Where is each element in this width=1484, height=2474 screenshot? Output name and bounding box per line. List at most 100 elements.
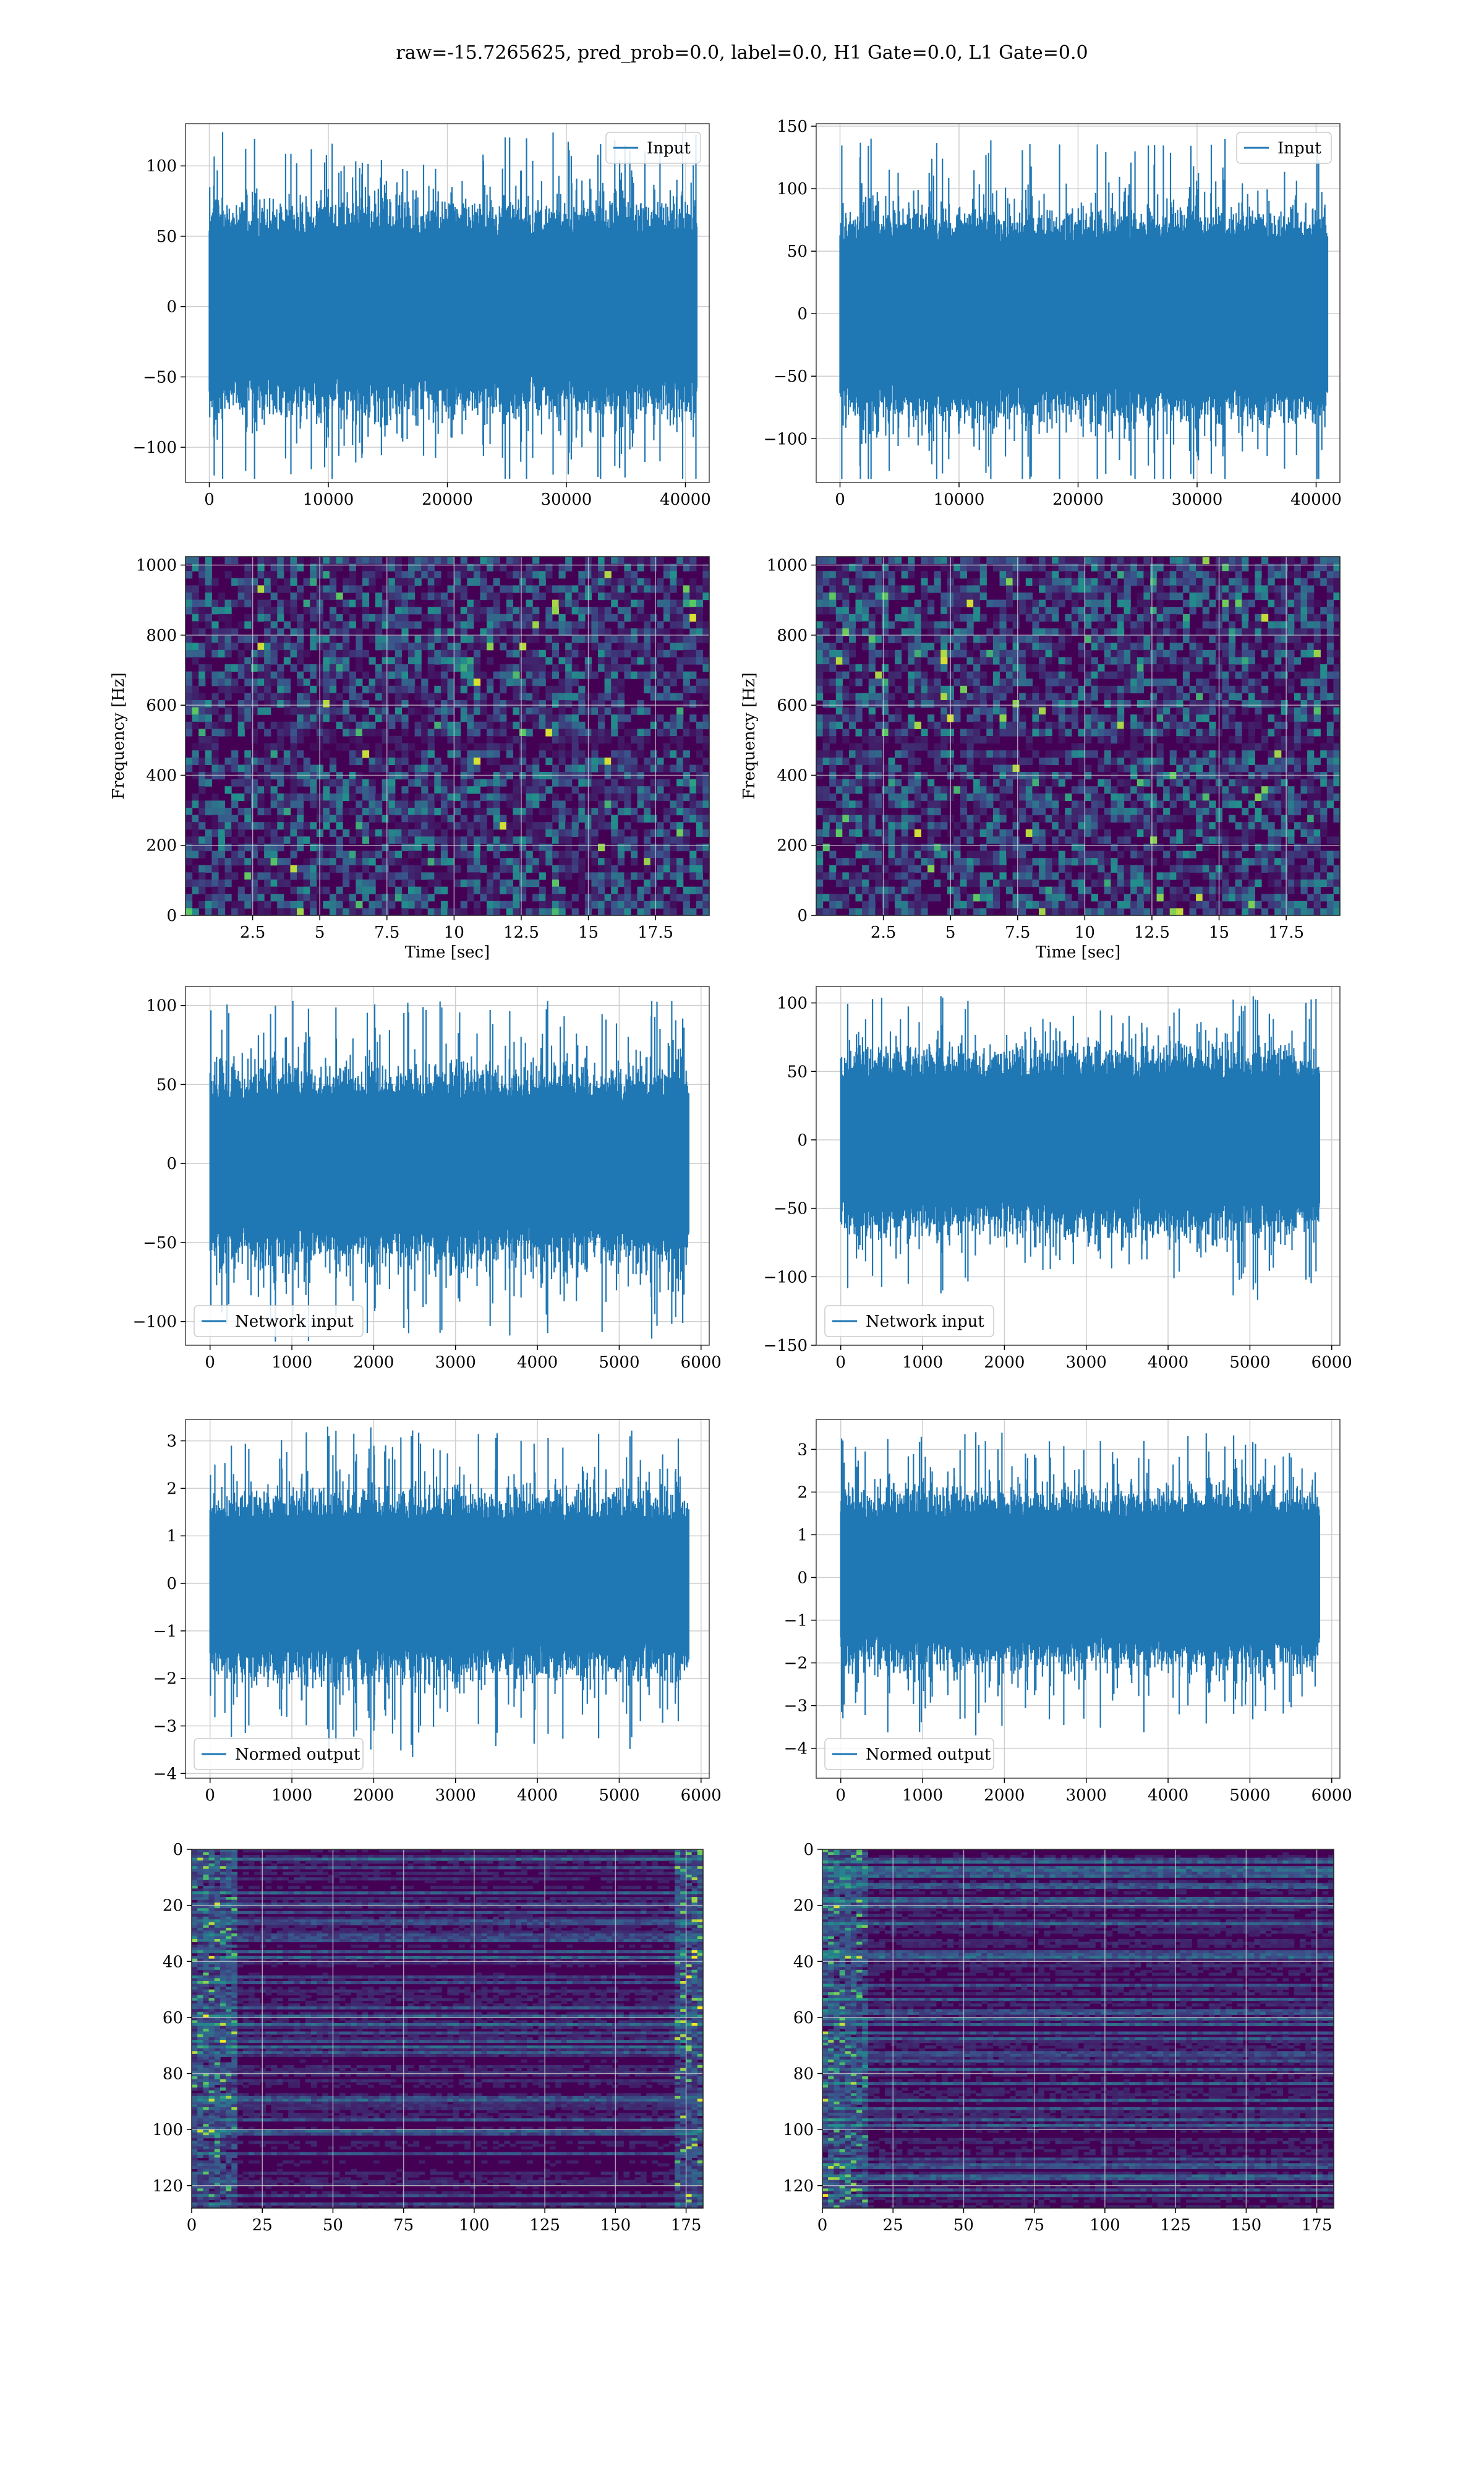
heatmap-cell	[1150, 563, 1158, 571]
heatmap-cell	[513, 707, 520, 715]
heatmap-cell	[467, 779, 474, 787]
heatmap-cell	[1229, 585, 1236, 593]
heatmap-cell	[532, 880, 540, 888]
heatmap-cell	[598, 865, 605, 873]
heatmap-cell	[855, 815, 863, 823]
heatmap-cell	[382, 872, 389, 880]
heatmap-cell	[329, 901, 337, 909]
heatmap-cell	[526, 671, 533, 679]
heatmap-cell	[1078, 880, 1085, 888]
heatmap-cell	[999, 678, 1007, 687]
heatmap-cell	[552, 886, 560, 894]
heatmap-cell	[940, 786, 948, 794]
heatmap-cell	[1058, 850, 1065, 858]
heatmap-cell	[519, 707, 527, 715]
heatmap-cell	[329, 671, 337, 679]
heatmap-cell	[631, 844, 638, 852]
heatmap-cell	[513, 815, 520, 823]
heatmap-cell	[816, 578, 824, 586]
heatmap-cell	[552, 836, 560, 844]
heatmap-cell	[506, 721, 513, 729]
heatmap-cell	[1196, 685, 1203, 693]
heatmap-cell	[526, 908, 533, 916]
heatmap-cell	[1091, 557, 1098, 565]
heatmap-cell	[1078, 872, 1085, 880]
heatmap-cell	[1169, 685, 1177, 693]
heatmap-cell	[617, 693, 625, 701]
heatmap-cell	[696, 635, 703, 643]
heatmap-cell	[565, 599, 573, 607]
heatmap-cell	[999, 844, 1007, 852]
heatmap-cell	[1058, 886, 1065, 894]
heatmap-cell	[1006, 786, 1013, 794]
heatmap-cell	[571, 585, 579, 593]
heatmap-cell	[670, 585, 677, 593]
heatmap-cell	[1189, 599, 1196, 607]
heatmap-cell	[1078, 614, 1085, 622]
heatmap-cell	[329, 700, 337, 708]
heatmap-cell	[1182, 880, 1190, 888]
heatmap-cell	[447, 700, 454, 708]
heatmap-cell	[473, 872, 481, 880]
heatmap-cell	[1111, 808, 1118, 816]
heatmap-cell	[855, 908, 863, 916]
heatmap-cell	[657, 628, 664, 636]
heatmap-cell	[921, 729, 928, 737]
heatmap-cell	[310, 614, 317, 622]
heatmap-cell	[1124, 649, 1131, 657]
heatmap-cell	[973, 858, 981, 866]
heatmap-cell	[702, 585, 710, 593]
heatmap-cell	[414, 829, 422, 837]
heatmap-cell	[1019, 779, 1026, 787]
heatmap-cell	[401, 578, 409, 586]
heatmap-cell	[1085, 865, 1092, 873]
heatmap-cell	[513, 901, 520, 909]
heatmap-cell	[414, 836, 422, 844]
heatmap-cell	[421, 557, 429, 565]
heatmap-cell	[487, 736, 494, 744]
heatmap-cell	[992, 557, 1000, 565]
heatmap-cell	[927, 643, 935, 651]
heatmap-cell	[513, 865, 520, 873]
heatmap-cell	[986, 714, 994, 722]
heatmap-cell	[257, 678, 265, 687]
heatmap-cell	[218, 671, 226, 679]
heatmap-cell	[434, 793, 441, 801]
heatmap-cell	[591, 786, 599, 794]
heatmap-cell	[532, 571, 540, 579]
heatmap-cell	[868, 800, 876, 808]
heatmap-cell	[829, 607, 837, 615]
heatmap-cell	[558, 657, 566, 665]
heatmap-cell	[914, 865, 921, 873]
heatmap-cell	[310, 865, 317, 873]
heatmap-cell	[611, 578, 618, 586]
heatmap-cell	[816, 643, 824, 651]
heatmap-cell	[362, 850, 370, 858]
heatmap-cell	[914, 815, 921, 823]
heatmap-cell	[1045, 729, 1052, 737]
heatmap-cell	[1136, 757, 1144, 765]
heatmap-cell	[1085, 635, 1092, 643]
heatmap-cell	[1156, 685, 1164, 693]
heatmap-cell	[473, 865, 481, 873]
heatmap-cell	[888, 850, 895, 858]
heatmap-cell	[473, 750, 481, 758]
heatmap-cell	[960, 729, 968, 737]
heatmap-cell	[414, 850, 422, 858]
heatmap-cell	[218, 829, 226, 837]
heatmap-cell	[506, 599, 513, 607]
heatmap-cell	[696, 593, 703, 601]
heatmap-cell	[539, 858, 546, 866]
heatmap-cell	[356, 850, 363, 858]
heatmap-cell	[934, 635, 941, 643]
heatmap-cell	[1130, 621, 1138, 629]
heatmap-cell	[192, 685, 199, 693]
heatmap-cell	[434, 578, 441, 586]
heatmap-cell	[349, 850, 356, 858]
heatmap-cell	[427, 793, 435, 801]
heatmap-cell	[519, 743, 527, 751]
heatmap-cell	[1045, 901, 1052, 909]
heatmap-cell	[1156, 815, 1164, 823]
heatmap-cell	[375, 563, 383, 571]
heatmap-cell	[532, 757, 540, 765]
